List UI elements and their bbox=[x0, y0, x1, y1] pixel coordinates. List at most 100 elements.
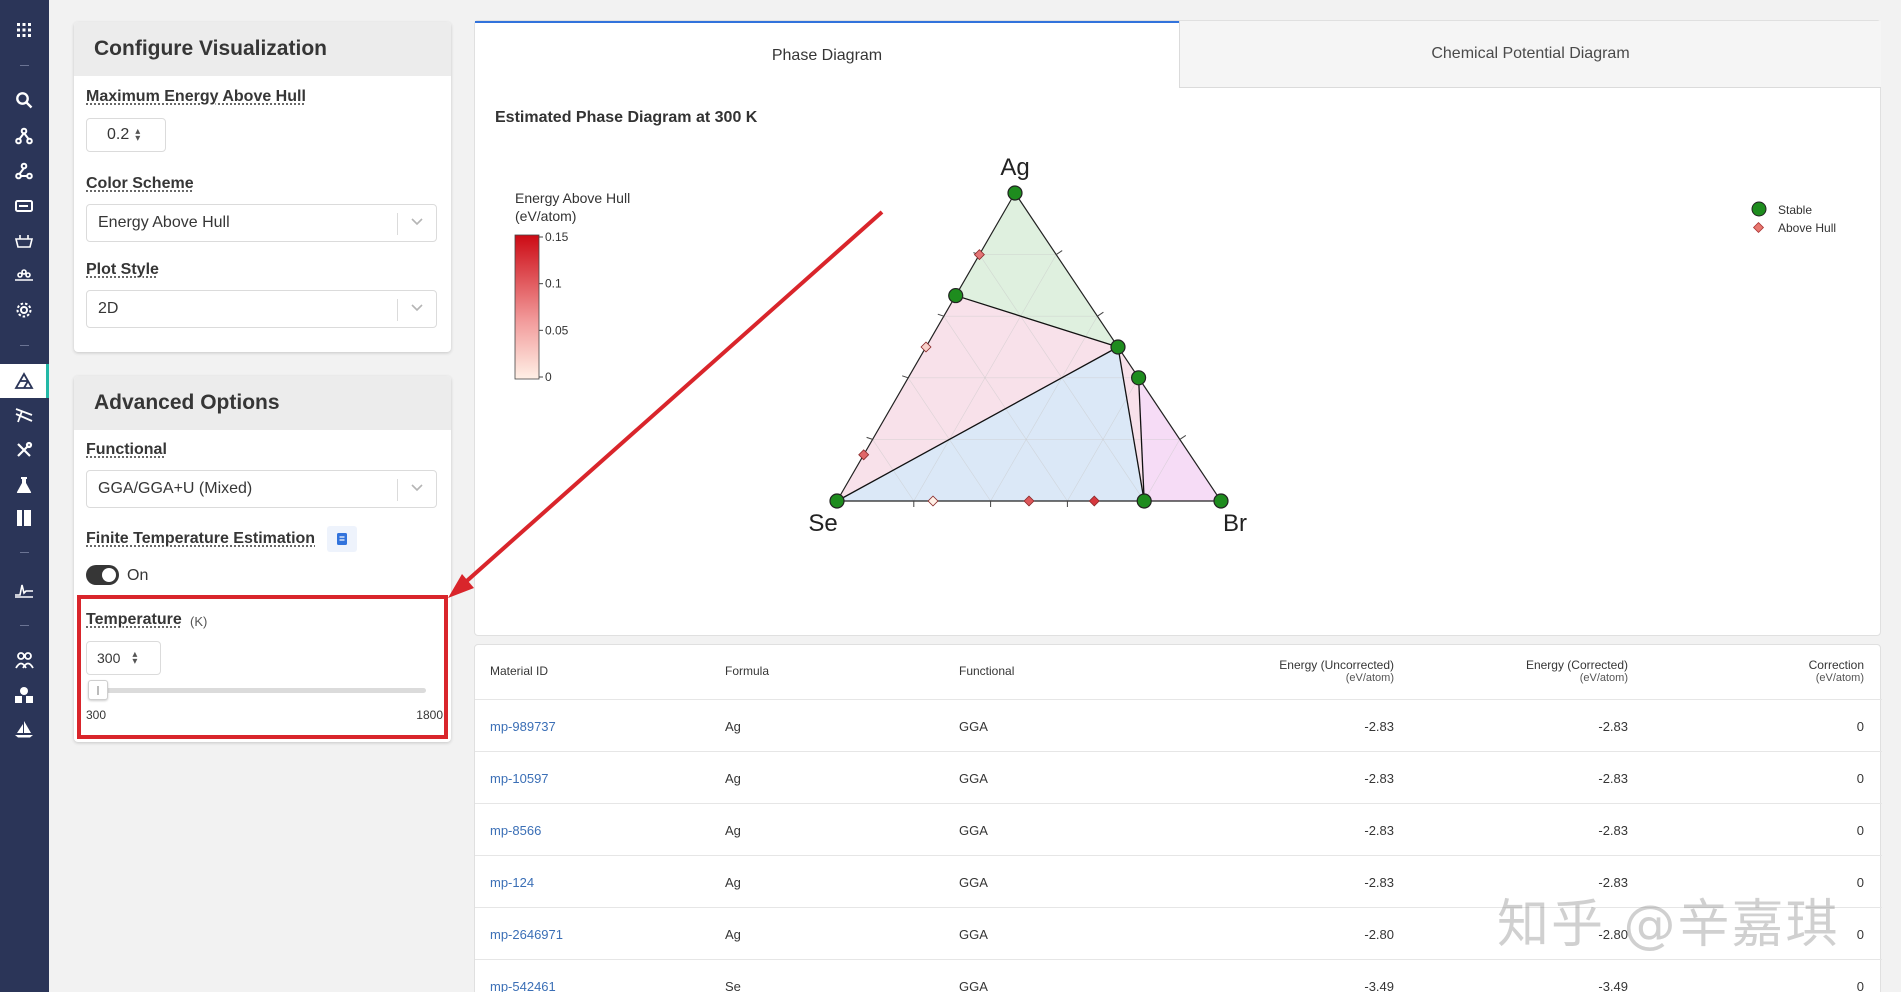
col-header-formula[interactable]: Formula bbox=[725, 664, 770, 678]
color-scheme-select[interactable]: Energy Above Hull bbox=[86, 204, 437, 242]
functional-select[interactable]: GGA/GGA+U (Mixed) bbox=[86, 470, 437, 508]
axis-tick bbox=[1179, 434, 1187, 440]
apps-icon[interactable] bbox=[12, 18, 36, 42]
temperature-unit: (K) bbox=[190, 614, 208, 629]
table-row[interactable]: mp-124 Ag GGA -2.83 -2.83 0 bbox=[475, 855, 1882, 907]
chart-title: Estimated Phase Diagram at 300 K bbox=[495, 109, 758, 126]
table-row[interactable]: mp-8566 Ag GGA -2.83 -2.83 0 bbox=[475, 803, 1882, 855]
col-header-functional[interactable]: Functional bbox=[959, 664, 1015, 678]
settings-icon[interactable] bbox=[12, 298, 36, 322]
colorbar bbox=[514, 234, 540, 380]
table-row[interactable]: mp-2646971 Ag GGA -2.80 -2.80 0 bbox=[475, 907, 1882, 959]
chevron-down-icon[interactable] bbox=[410, 214, 424, 228]
col-header-material-id[interactable]: Material ID bbox=[490, 664, 549, 678]
header-label: Energy (Uncorrected) bbox=[1279, 658, 1394, 672]
max-energy-value: 0.2 bbox=[107, 126, 130, 143]
handle-grip bbox=[97, 685, 99, 695]
energy-uncorrected-cell: -2.80 bbox=[1364, 927, 1394, 942]
finite-temp-toggle[interactable] bbox=[86, 565, 119, 585]
watermark: 知乎 @辛嘉琪 bbox=[1497, 895, 1840, 955]
surface-icon[interactable] bbox=[12, 263, 36, 287]
stable-point bbox=[948, 287, 964, 304]
shapes-icon[interactable] bbox=[12, 683, 36, 707]
temperature-slider-track[interactable] bbox=[90, 688, 426, 693]
tab-chemical-potential-diagram[interactable]: Chemical Potential Diagram bbox=[1179, 21, 1881, 88]
col-header-energy-corrected[interactable]: Energy (Corrected) (eV/atom) bbox=[1428, 659, 1628, 685]
colorbar-tick-label: 0 bbox=[545, 370, 552, 384]
sailboat-icon[interactable] bbox=[12, 717, 36, 741]
catalysis-icon[interactable] bbox=[12, 229, 36, 253]
stable-point bbox=[1213, 493, 1229, 509]
plot-style-select[interactable]: 2D bbox=[86, 290, 437, 328]
max-energy-input[interactable]: 0.2 ▴ ▾ bbox=[86, 118, 166, 152]
tie-line bbox=[1137, 377, 1145, 502]
molecule-icon[interactable] bbox=[12, 124, 36, 148]
vertex-label: Ag bbox=[1000, 154, 1029, 181]
flask-icon[interactable] bbox=[12, 473, 36, 497]
grid-line bbox=[990, 316, 1098, 502]
temperature-input[interactable]: 300 ▴ ▾ bbox=[86, 641, 161, 675]
max-energy-label: Maximum Energy Above Hull bbox=[86, 88, 306, 105]
material-id-link[interactable]: mp-989737 bbox=[490, 719, 556, 734]
docs-icon[interactable] bbox=[12, 506, 36, 530]
material-id-link[interactable]: mp-2646971 bbox=[490, 927, 563, 942]
legend-above-hull-label[interactable]: Above Hull bbox=[1778, 221, 1836, 235]
grid-line bbox=[1143, 439, 1181, 502]
users-icon[interactable] bbox=[12, 648, 36, 672]
spinner-icon[interactable]: ▴ ▾ bbox=[135, 126, 141, 144]
correction-cell: 0 bbox=[1856, 823, 1864, 838]
docs-link-icon[interactable] bbox=[327, 526, 357, 552]
spectrum-icon[interactable] bbox=[12, 578, 36, 602]
col-header-correction[interactable]: Correction (eV/atom) bbox=[1664, 659, 1864, 685]
spinner-icon[interactable]: ▴ ▾ bbox=[132, 649, 138, 667]
chevron-down-icon[interactable] bbox=[410, 480, 424, 494]
select-divider bbox=[397, 479, 398, 501]
advanced-options-panel: Advanced Options Functional GGA/GGA+U (M… bbox=[74, 376, 451, 742]
tab-phase-diagram[interactable]: Phase Diagram bbox=[475, 21, 1179, 88]
formula-cell: Se bbox=[725, 979, 741, 992]
table-row[interactable]: mp-542461 Se GGA -3.49 -3.49 0 bbox=[475, 959, 1882, 992]
pourbaix-icon[interactable] bbox=[12, 403, 36, 427]
axis-tick bbox=[902, 375, 909, 379]
legend-stable-marker bbox=[1751, 201, 1767, 217]
chevron-down-icon[interactable] bbox=[410, 300, 424, 314]
above-hull-point bbox=[1023, 495, 1035, 507]
legend-stable-label[interactable]: Stable bbox=[1778, 203, 1812, 217]
stable-point bbox=[1130, 370, 1147, 386]
stable-point bbox=[1110, 339, 1126, 355]
material-id-link[interactable]: mp-10597 bbox=[490, 771, 549, 786]
energy-uncorrected-cell: -2.83 bbox=[1364, 823, 1394, 838]
formula-cell: Ag bbox=[725, 823, 741, 838]
header-label: Correction bbox=[1808, 658, 1864, 672]
correction-cell: 0 bbox=[1856, 927, 1864, 942]
correction-cell: 0 bbox=[1856, 979, 1864, 992]
material-id-link[interactable]: mp-8566 bbox=[490, 823, 542, 838]
table-row[interactable]: mp-10597 Ag GGA -2.83 -2.83 0 bbox=[475, 751, 1882, 803]
col-header-energy-uncorrected[interactable]: Energy (Uncorrected) (eV/atom) bbox=[1194, 659, 1394, 685]
energy-corrected-cell: -2.80 bbox=[1598, 927, 1628, 942]
phase-diagram-icon[interactable] bbox=[12, 369, 36, 393]
stable-point bbox=[1136, 493, 1152, 509]
search-icon[interactable] bbox=[12, 88, 36, 112]
energy-corrected-cell: -3.49 bbox=[1598, 979, 1628, 992]
material-id-link[interactable]: mp-124 bbox=[490, 875, 535, 890]
rail-divider bbox=[20, 552, 29, 553]
battery-icon[interactable] bbox=[12, 194, 36, 218]
material-id-link[interactable]: mp-542461 bbox=[490, 979, 556, 992]
functional-cell: GGA bbox=[959, 875, 988, 890]
tools-icon[interactable] bbox=[12, 438, 36, 462]
above-hull-point bbox=[920, 341, 932, 353]
axis-tick bbox=[1055, 250, 1063, 256]
axis-tick bbox=[1097, 311, 1104, 317]
phase-region bbox=[837, 295, 1118, 501]
slider-min: 300 bbox=[86, 708, 107, 722]
molecule-alt-icon[interactable] bbox=[12, 159, 36, 183]
energy-uncorrected-cell: -2.83 bbox=[1364, 719, 1394, 734]
functional-cell: GGA bbox=[959, 771, 988, 786]
energy-corrected-cell: -2.83 bbox=[1598, 719, 1628, 734]
table-row[interactable]: mp-989737 Ag GGA -2.83 -2.83 0 bbox=[475, 699, 1882, 751]
temperature-slider-handle[interactable] bbox=[88, 680, 108, 700]
toggle-text: On bbox=[127, 567, 149, 584]
vertex-label: Se bbox=[808, 510, 837, 537]
phase-diagram-chart[interactable]: Ag Se Br Energy Above Hull (eV/atom) 0.15 0… bbox=[475, 91, 1880, 631]
